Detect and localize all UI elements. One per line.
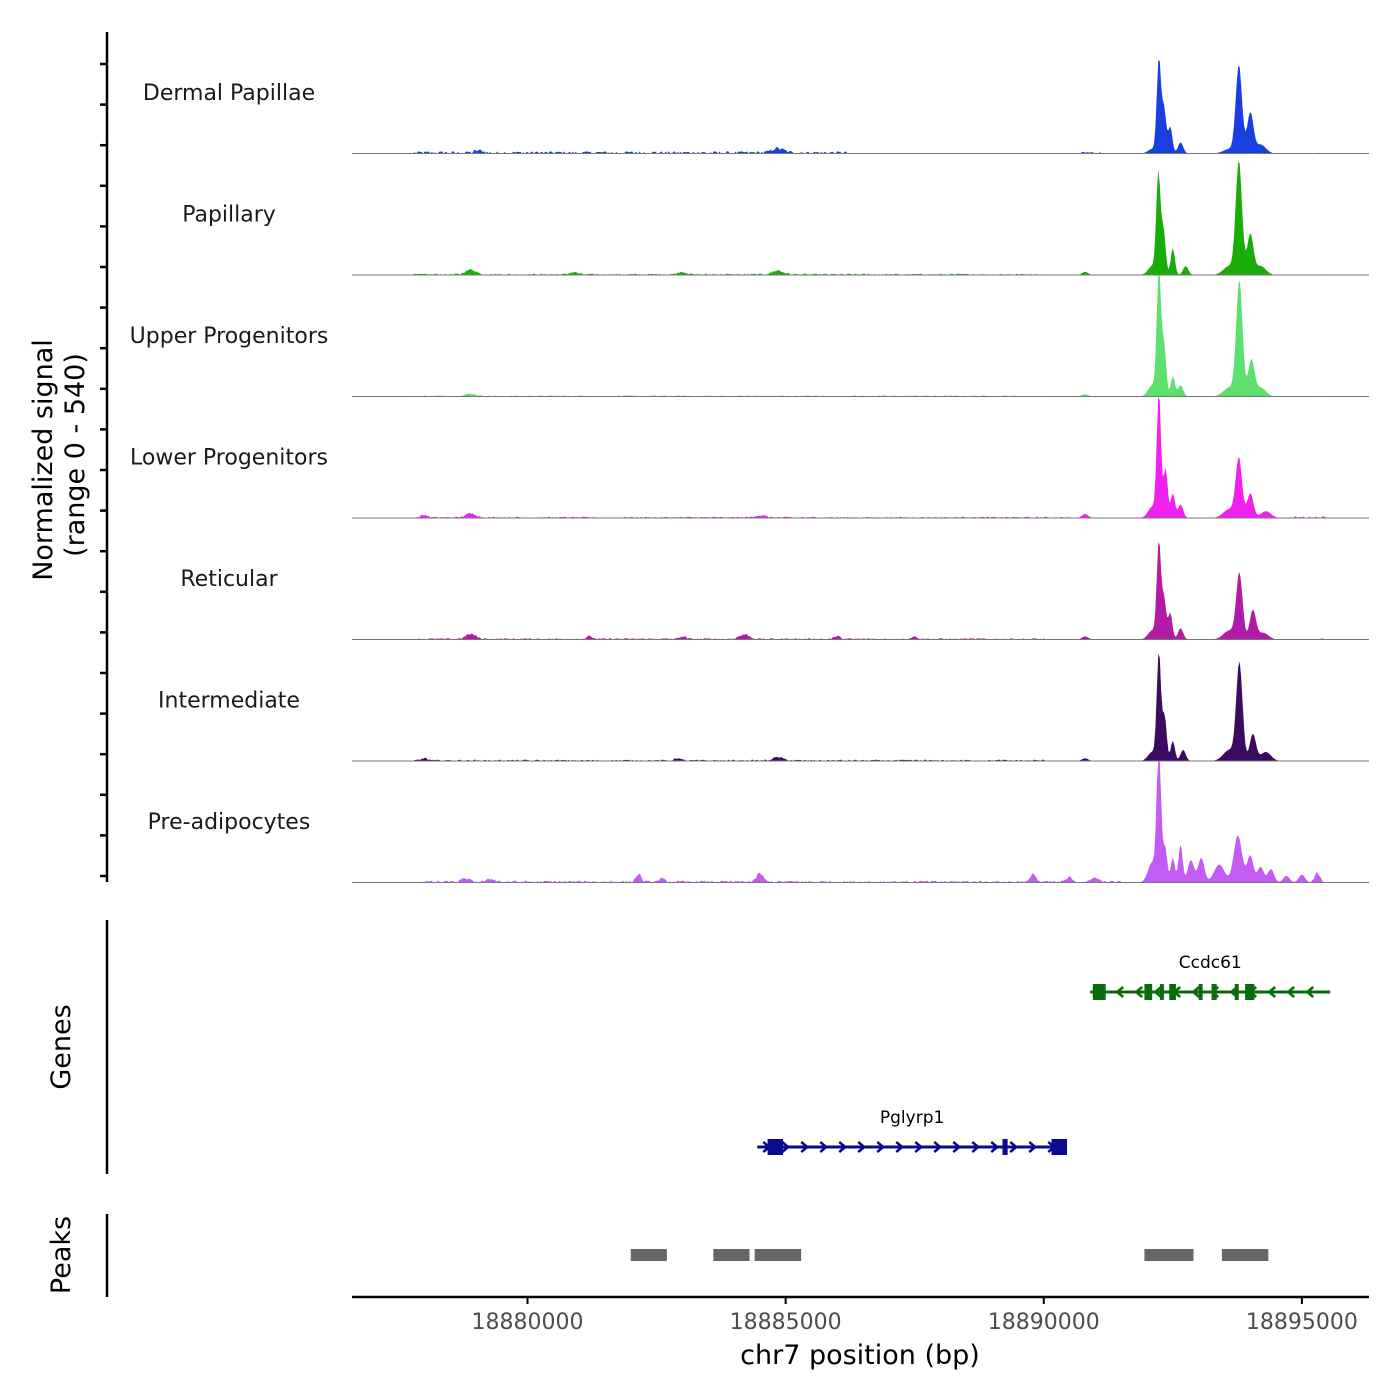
coverage-area <box>352 59 1369 154</box>
peaks-ylabel: Peaks <box>46 1216 77 1294</box>
peak-region <box>1144 1249 1194 1261</box>
coverage-track: Lower Progenitors <box>130 396 1369 519</box>
strand-arrow <box>990 1141 1000 1153</box>
strand-arrow <box>971 1141 981 1153</box>
coverage-track: Upper Progenitors <box>130 275 1369 397</box>
x-axis: 18880000 18885000 18890000 18895000 chr7 po… <box>352 1295 1369 1371</box>
gene-name: Ccdc61 <box>1179 953 1242 973</box>
strand-arrow <box>1134 986 1144 998</box>
track-label: Dermal Papillae <box>143 81 315 106</box>
gene-model: Pglyrp1 <box>757 1108 1067 1155</box>
track-label: Pre-adipocytes <box>148 810 311 835</box>
peak-region <box>630 1249 667 1261</box>
peak-regions <box>630 1249 1269 1261</box>
exon <box>1169 984 1176 1000</box>
strand-arrow <box>876 1141 886 1153</box>
exon <box>1051 1139 1067 1155</box>
coverage-area <box>352 161 1369 275</box>
track-label: Intermediate <box>158 689 300 714</box>
strand-arrow <box>1153 986 1163 998</box>
peak-region <box>1221 1249 1269 1261</box>
strand-arrow <box>1028 1141 1038 1153</box>
exon <box>1002 1139 1008 1155</box>
strand-arrow <box>781 1141 791 1153</box>
exon <box>1198 984 1203 1000</box>
coverage-ylabel-line1: Normalized signal <box>28 339 59 581</box>
coverage-track: Reticular <box>180 542 1369 640</box>
coverage-track: Intermediate <box>158 653 1369 762</box>
strand-arrow <box>1305 986 1315 998</box>
gene-model: Ccdc61 <box>1090 953 1331 1000</box>
strand-arrow <box>1009 1141 1019 1153</box>
coverage-area <box>352 542 1369 640</box>
x-tick-label: 18895000 <box>1246 1310 1358 1335</box>
x-tick-label: 18890000 <box>988 1310 1100 1335</box>
strand-arrow <box>800 1141 810 1153</box>
track-label: Reticular <box>180 567 278 592</box>
exon <box>1092 984 1106 1000</box>
coverage-area <box>352 653 1369 761</box>
exon <box>1211 984 1217 1000</box>
track-label: Papillary <box>182 203 276 228</box>
strand-arrow <box>857 1141 867 1153</box>
exon <box>1245 984 1255 1000</box>
genes-ylabel: Genes <box>46 1004 77 1089</box>
exon <box>1144 984 1153 1000</box>
coverage-track: Pre-adipocytes <box>148 761 1369 883</box>
coverage-tracks: Dermal Papillae Papillary Upper Progenitor… <box>130 59 1369 883</box>
strand-arrow <box>1267 986 1277 998</box>
gene-annotations: Ccdc61 Pglyrp1 <box>757 953 1331 1155</box>
coverage-panel: Normalized signal (range 0 - 540) Dermal… <box>28 32 1369 883</box>
strand-arrow <box>1286 986 1296 998</box>
strand-arrow <box>895 1141 905 1153</box>
exon <box>767 1139 784 1155</box>
exon <box>1159 984 1164 1000</box>
coverage-track: Dermal Papillae <box>143 59 1369 154</box>
x-tick-label: 18880000 <box>472 1310 584 1335</box>
coverage-ylabel-line2: (range 0 - 540) <box>60 353 91 557</box>
strand-arrow <box>1115 986 1125 998</box>
genes-panel: Genes Ccdc61 Pglyrp1 <box>46 920 1331 1174</box>
coverage-area <box>352 396 1369 518</box>
x-ticks: 18880000 18885000 18890000 18895000 <box>472 1297 1358 1335</box>
strand-arrow <box>1191 986 1201 998</box>
peak-region <box>754 1249 802 1261</box>
track-label: Upper Progenitors <box>130 324 329 349</box>
coverage-area <box>352 275 1369 397</box>
strand-arrow <box>933 1141 943 1153</box>
gene-name: Pglyrp1 <box>880 1108 944 1128</box>
strand-arrow <box>952 1141 962 1153</box>
x-tick-label: 18885000 <box>730 1310 842 1335</box>
x-axis-label: chr7 position (bp) <box>740 1340 980 1371</box>
coverage-area <box>352 761 1369 883</box>
strand-arrow <box>819 1141 829 1153</box>
strand-arrow <box>838 1141 848 1153</box>
peaks-panel: Peaks <box>46 1214 1269 1297</box>
exon <box>1234 984 1239 1000</box>
coverage-track: Papillary <box>182 161 1369 276</box>
peak-region <box>713 1249 750 1261</box>
track-label: Lower Progenitors <box>130 446 328 471</box>
strand-arrow <box>914 1141 924 1153</box>
coverage-y-axis <box>100 32 109 882</box>
